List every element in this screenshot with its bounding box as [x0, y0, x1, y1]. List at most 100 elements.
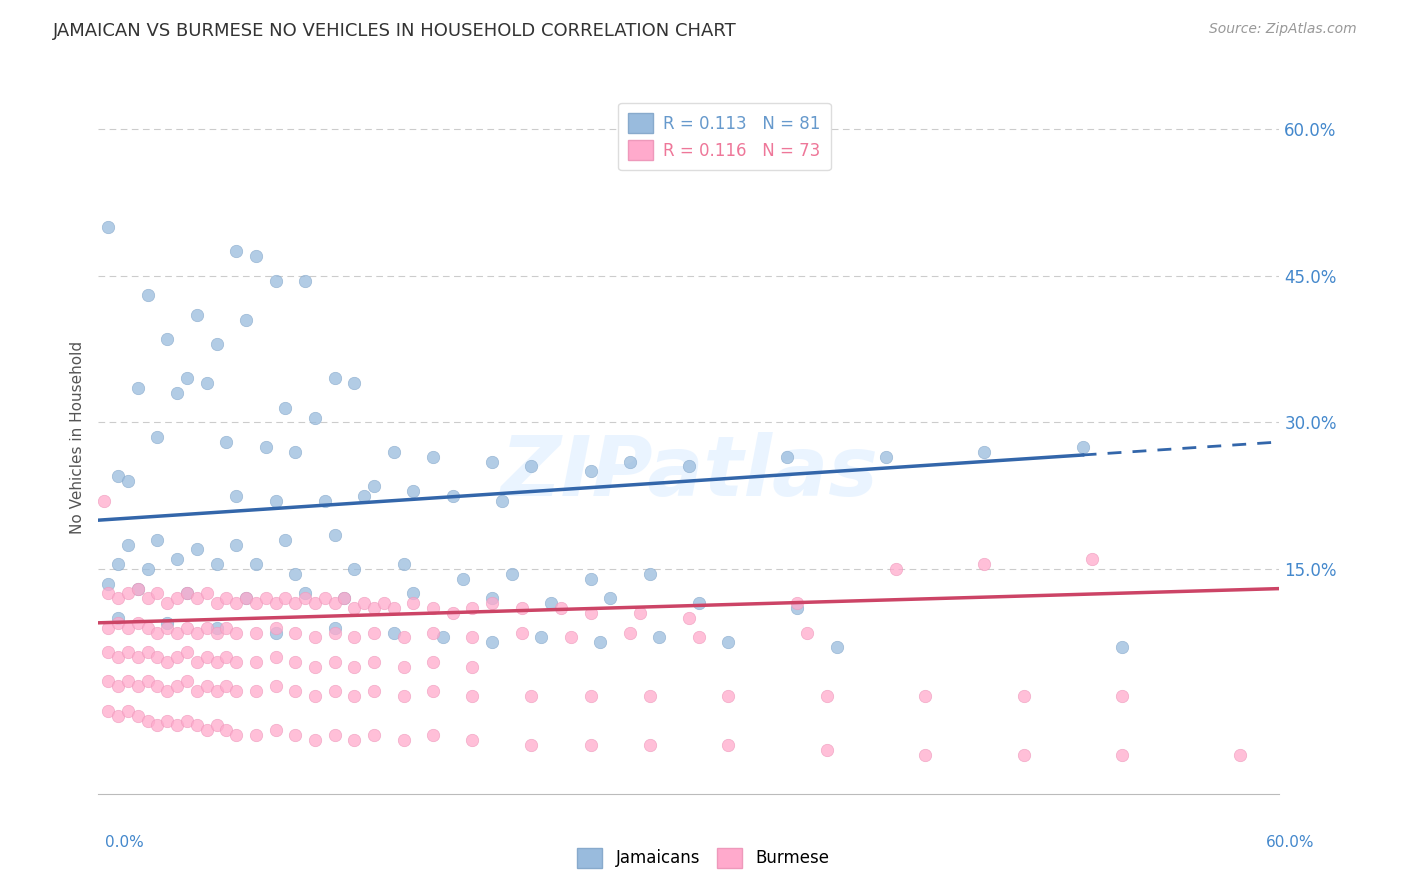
Point [461, 660, 484, 674]
Point [599, 591, 621, 606]
Point [422, 728, 444, 742]
Point [235, 591, 257, 606]
Point [205, 596, 228, 610]
Point [274, 533, 297, 547]
Point [579, 572, 602, 586]
Point [304, 631, 326, 645]
Point [1071, 440, 1094, 454]
Point [215, 650, 238, 665]
Point [136, 645, 159, 659]
Point [146, 679, 169, 693]
Point [264, 596, 287, 610]
Point [510, 625, 533, 640]
Point [402, 483, 425, 498]
Point [481, 591, 503, 606]
Point [402, 596, 425, 610]
Point [186, 591, 208, 606]
Point [343, 376, 366, 391]
Point [461, 733, 484, 747]
Point [304, 596, 326, 610]
Point [97, 674, 120, 689]
Point [156, 714, 179, 728]
Point [815, 743, 838, 757]
Point [481, 454, 503, 468]
Point [717, 738, 740, 752]
Point [166, 679, 188, 693]
Point [520, 459, 543, 474]
Point [274, 401, 297, 415]
Point [264, 493, 287, 508]
Point [195, 679, 218, 693]
Point [127, 582, 149, 596]
Point [127, 650, 149, 665]
Point [323, 371, 346, 385]
Point [156, 615, 179, 630]
Point [678, 611, 700, 625]
Point [117, 538, 139, 552]
Point [225, 625, 247, 640]
Point [264, 723, 287, 738]
Point [441, 606, 464, 620]
Point [323, 684, 346, 698]
Point [205, 621, 228, 635]
Point [382, 601, 405, 615]
Point [107, 469, 129, 483]
Point [215, 621, 238, 635]
Point [314, 591, 336, 606]
Point [294, 274, 316, 288]
Point [323, 621, 346, 635]
Point [1012, 747, 1035, 762]
Point [127, 615, 149, 630]
Point [815, 689, 838, 703]
Point [176, 645, 198, 659]
Point [550, 601, 572, 615]
Point [392, 631, 415, 645]
Point [579, 464, 602, 478]
Point [166, 552, 188, 566]
Legend: R = 0.113   N = 81, R = 0.116   N = 73: R = 0.113 N = 81, R = 0.116 N = 73 [619, 103, 831, 170]
Point [1111, 640, 1133, 655]
Point [579, 689, 602, 703]
Point [225, 596, 247, 610]
Point [382, 625, 405, 640]
Point [678, 459, 700, 474]
Point [186, 625, 208, 640]
Point [245, 249, 267, 263]
Point [117, 704, 139, 718]
Point [343, 660, 366, 674]
Point [225, 728, 247, 742]
Point [1081, 552, 1104, 566]
Point [166, 386, 188, 401]
Point [225, 684, 247, 698]
Point [176, 621, 198, 635]
Point [1012, 689, 1035, 703]
Point [186, 718, 208, 732]
Point [422, 655, 444, 669]
Point [304, 410, 326, 425]
Legend: Jamaicans, Burmese: Jamaicans, Burmese [571, 841, 835, 875]
Point [363, 728, 385, 742]
Point [786, 596, 808, 610]
Point [205, 655, 228, 669]
Point [579, 606, 602, 620]
Point [166, 718, 188, 732]
Point [392, 557, 415, 571]
Point [343, 562, 366, 576]
Point [461, 689, 484, 703]
Point [186, 542, 208, 557]
Point [215, 434, 238, 449]
Point [146, 586, 169, 600]
Point [215, 723, 238, 738]
Point [323, 625, 346, 640]
Point [589, 635, 612, 649]
Point [195, 621, 218, 635]
Point [235, 591, 257, 606]
Point [136, 591, 159, 606]
Point [353, 489, 375, 503]
Point [333, 591, 356, 606]
Point [481, 635, 503, 649]
Point [461, 601, 484, 615]
Point [422, 625, 444, 640]
Point [717, 635, 740, 649]
Point [914, 747, 936, 762]
